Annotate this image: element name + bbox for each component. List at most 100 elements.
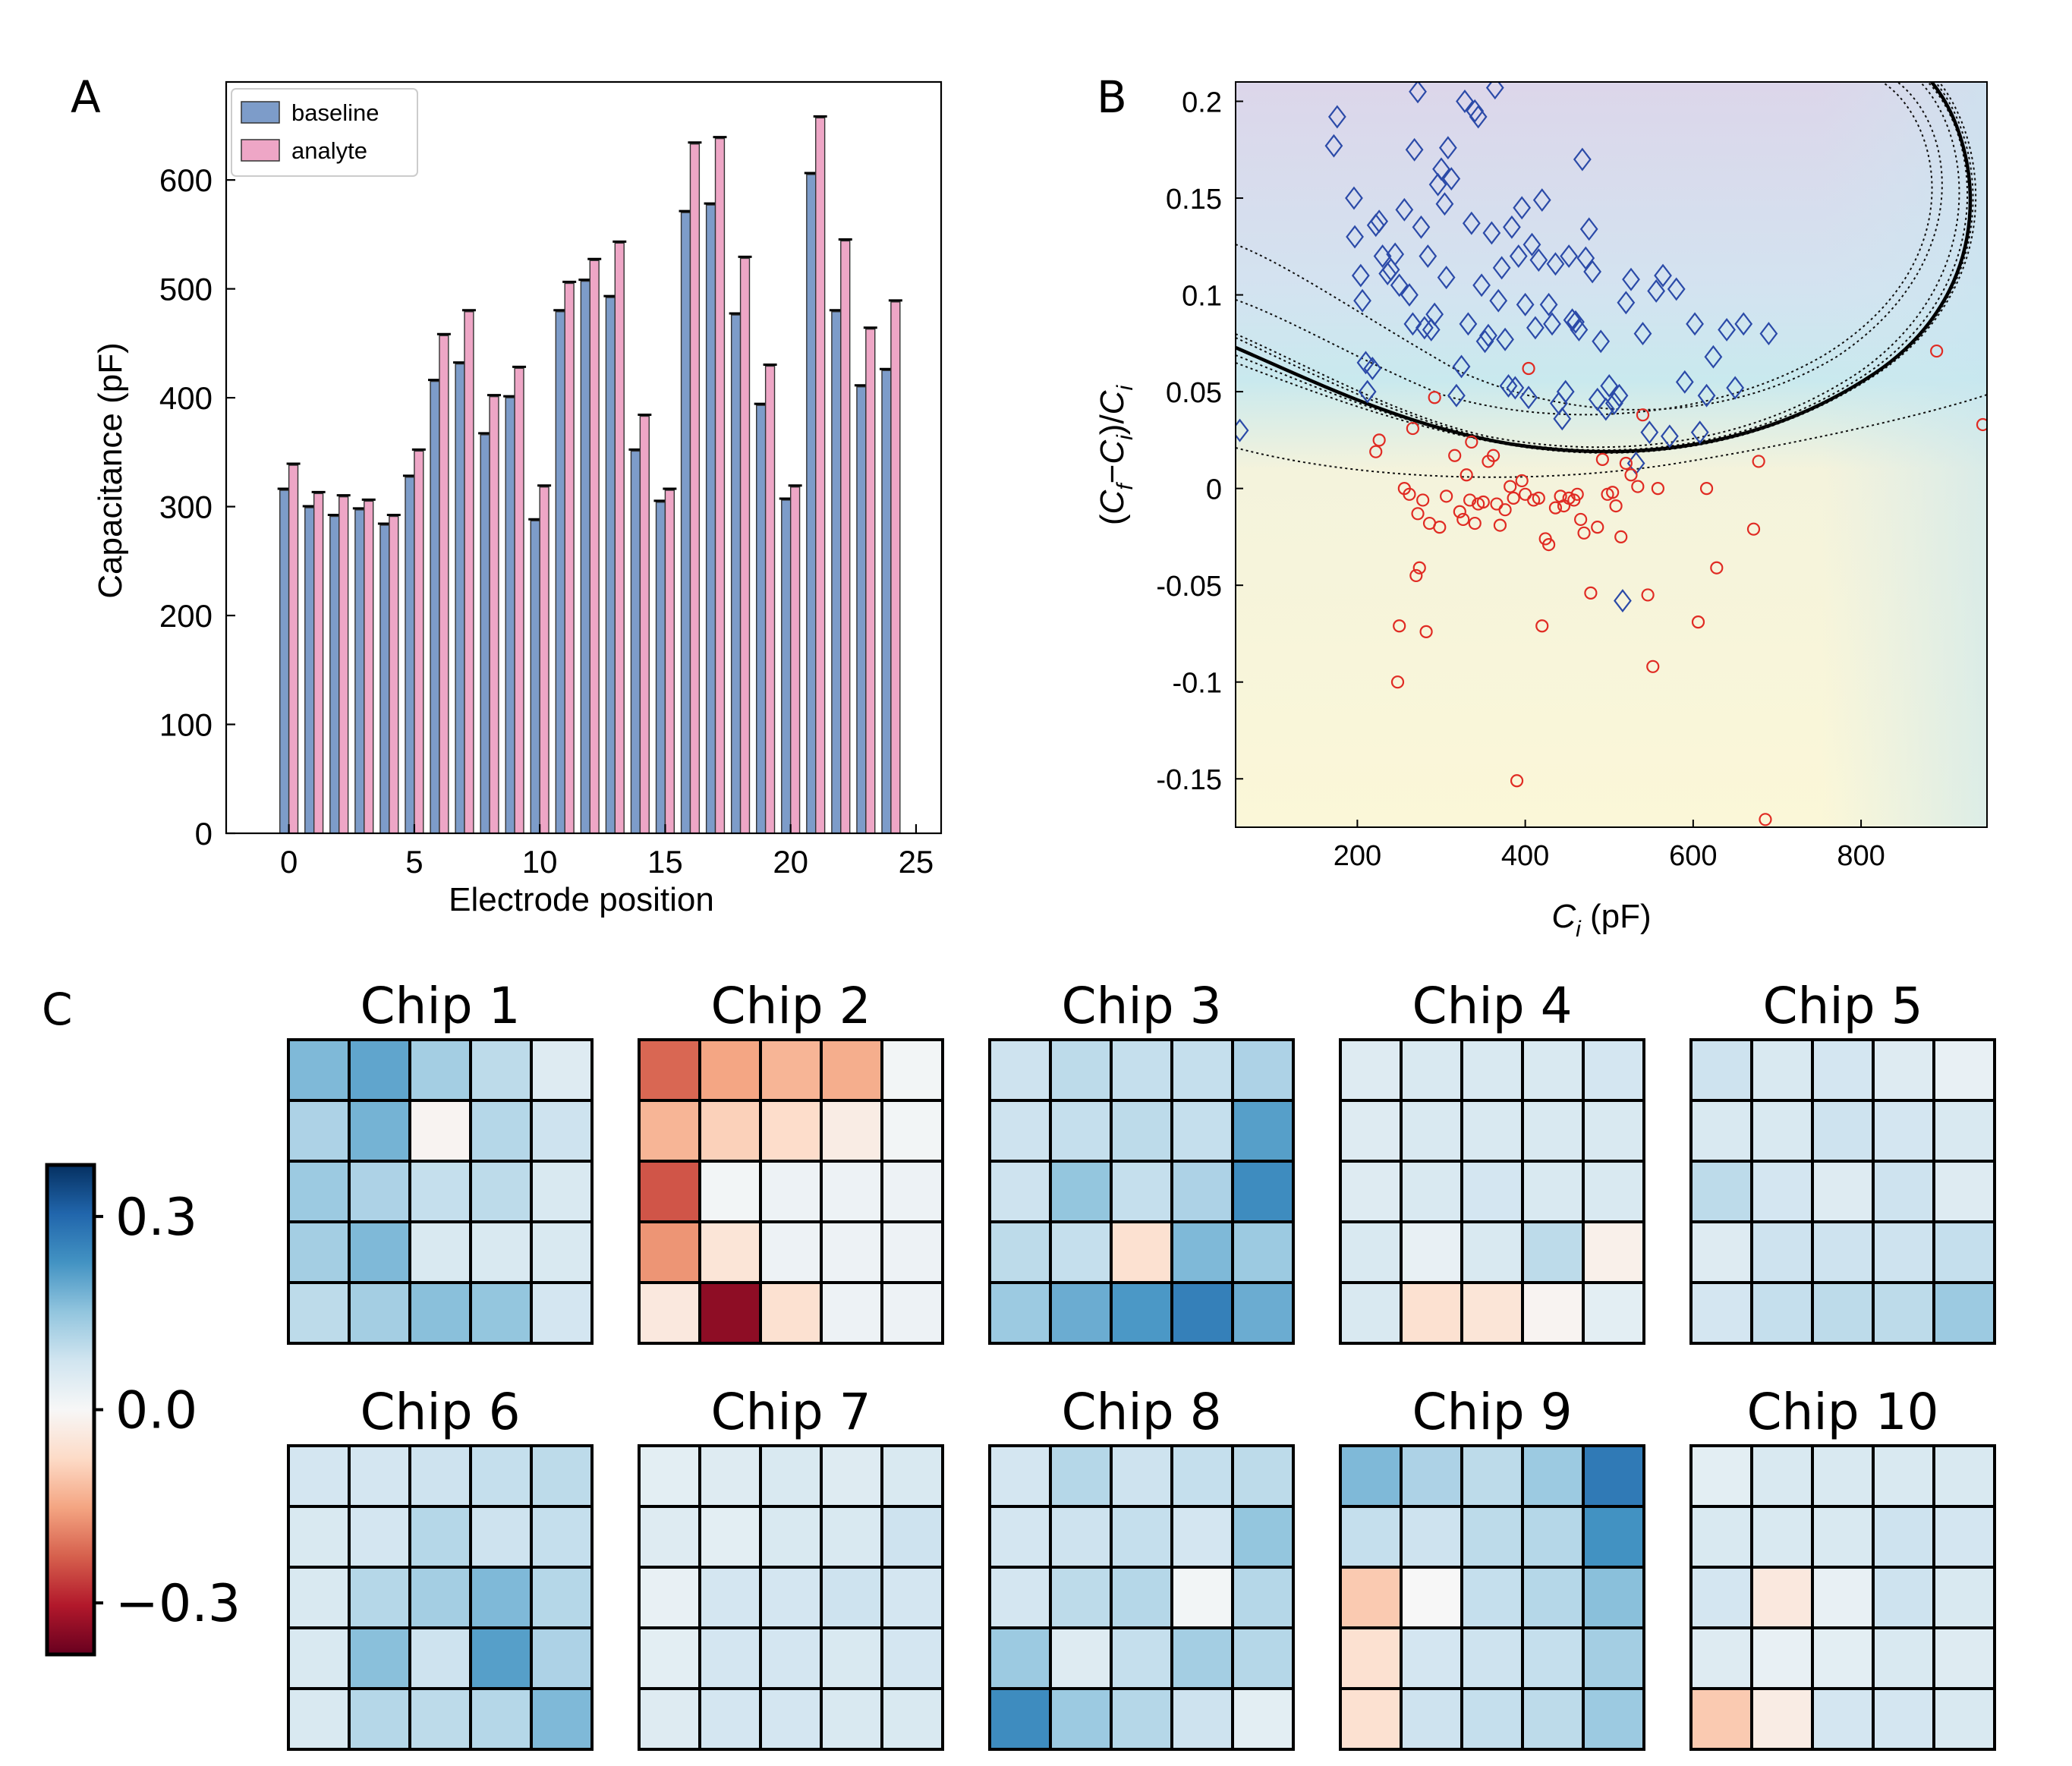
circle-point (1440, 490, 1453, 503)
heatmap-cell (880, 1444, 944, 1508)
bar-analyte (589, 260, 600, 834)
diamond-point (1432, 157, 1450, 181)
bar-analyte (614, 242, 625, 834)
dotted-contour (1236, 82, 1960, 449)
x-axis-label: Ci (pF) (1551, 898, 1651, 942)
circle-point (1619, 456, 1633, 471)
diamond-point (1346, 225, 1364, 249)
diamond-point (1447, 383, 1466, 408)
heatmap-cell (1689, 1687, 1753, 1751)
diamond-point (1437, 266, 1456, 290)
circle-point (1591, 521, 1604, 534)
heatmap-cell (530, 1505, 594, 1569)
heatmap-cell (1932, 1281, 1996, 1345)
circle-point (1609, 499, 1623, 513)
diamond-point (1236, 418, 1249, 442)
diamond-point (1604, 391, 1623, 415)
heatmap-cell (1049, 1038, 1113, 1102)
bar-baseline (455, 363, 465, 834)
heatmap-cell (1400, 1566, 1463, 1629)
colorbar-tick-label: 0.0 (115, 1381, 197, 1441)
diamond-point (1435, 192, 1454, 216)
heatmap-cell (1170, 1444, 1234, 1508)
diamond-point (1403, 312, 1422, 336)
heatmap-cell (988, 1281, 1052, 1345)
chip-title: Chip 6 (360, 1383, 520, 1441)
heatmap-cell (1750, 1687, 1814, 1751)
heatmap-cell (1170, 1038, 1234, 1102)
heatmap-cell (698, 1281, 762, 1345)
heatmap-cell (988, 1444, 1052, 1508)
heatmap-cell (880, 1038, 944, 1102)
heatmap-cell (1339, 1220, 1403, 1284)
diamond-point (1617, 291, 1636, 315)
heatmap-cell (1811, 1566, 1875, 1629)
heatmap-cell (1521, 1566, 1585, 1629)
chip-grid-7: Chip 7 (638, 1383, 944, 1751)
circle-point (1699, 482, 1714, 496)
bar-baseline (705, 204, 716, 834)
bar-analyte (815, 117, 826, 834)
y-tick-label: 100 (159, 707, 213, 743)
heatmap-cell (820, 1687, 883, 1751)
chip-grid-2: Chip 2 (638, 977, 944, 1345)
heatmap-cell (1872, 1220, 1935, 1284)
heatmap-cell (1811, 1626, 1875, 1690)
bar-series (277, 115, 902, 834)
heatmap-cell (1460, 1220, 1524, 1284)
circle-point (1641, 588, 1655, 602)
heatmap-cell (880, 1099, 944, 1163)
circle-point (1453, 505, 1466, 518)
heatmap-cell (880, 1626, 944, 1690)
heatmap-cell (1811, 1687, 1875, 1751)
heatmap-cell (759, 1687, 823, 1751)
diamond-point (1363, 357, 1382, 380)
diamond-point (1633, 322, 1652, 346)
chip-grid-6: Chip 6 (287, 1383, 594, 1751)
diamond-point (1546, 252, 1565, 276)
heatmap-cell (1932, 1038, 1996, 1102)
heatmap-cell (1049, 1566, 1113, 1629)
circle-point (1548, 501, 1563, 515)
colorbar-tick-label: 0.3 (115, 1188, 197, 1248)
heatmap-cell (1521, 1160, 1585, 1223)
heatmap-cell (1400, 1038, 1463, 1102)
circle-point (1646, 659, 1660, 673)
heatmap-cell (1460, 1566, 1524, 1629)
circle-point (1532, 491, 1545, 505)
heatmap-cell (698, 1626, 762, 1690)
heatmap-cell (1811, 1160, 1875, 1223)
heatmap-cell (530, 1444, 594, 1508)
heatmap-cell (1049, 1160, 1113, 1223)
plot-background-overlay (1236, 82, 1987, 827)
heatmap-cell (1400, 1160, 1463, 1223)
heatmap-cell (1750, 1281, 1814, 1345)
heatmap-cell (408, 1566, 472, 1629)
heatmap-cell (530, 1160, 594, 1223)
heatmap-cell (1689, 1444, 1753, 1508)
heatmap-cell (408, 1160, 472, 1223)
heatmap-cell (1400, 1626, 1463, 1690)
heatmap-cell (820, 1160, 883, 1223)
diamond-point (1452, 354, 1471, 379)
heatmap-cell (759, 1160, 823, 1223)
heatmap-cell (1521, 1505, 1585, 1569)
heatmap-cell (1231, 1038, 1295, 1102)
y-tick-label: 0 (195, 816, 213, 852)
bar-analyte (840, 240, 851, 834)
heatmap-cell (287, 1566, 351, 1629)
heatmap-cell (1872, 1566, 1935, 1629)
heatmap-cell (1582, 1626, 1645, 1690)
circle-point (1412, 561, 1426, 575)
heatmap-cell (698, 1444, 762, 1508)
heatmap-cell (1582, 1281, 1645, 1345)
heatmap-cell (988, 1220, 1052, 1284)
diamond-point (1576, 246, 1595, 270)
diamond-point (1610, 383, 1629, 408)
heatmap-cell (1460, 1626, 1524, 1690)
heatmap-cell (1872, 1160, 1935, 1223)
circle-point (1930, 344, 1944, 358)
heatmap-cell (1049, 1099, 1113, 1163)
circle-point (1746, 522, 1761, 536)
heatmap-cell (638, 1160, 701, 1223)
